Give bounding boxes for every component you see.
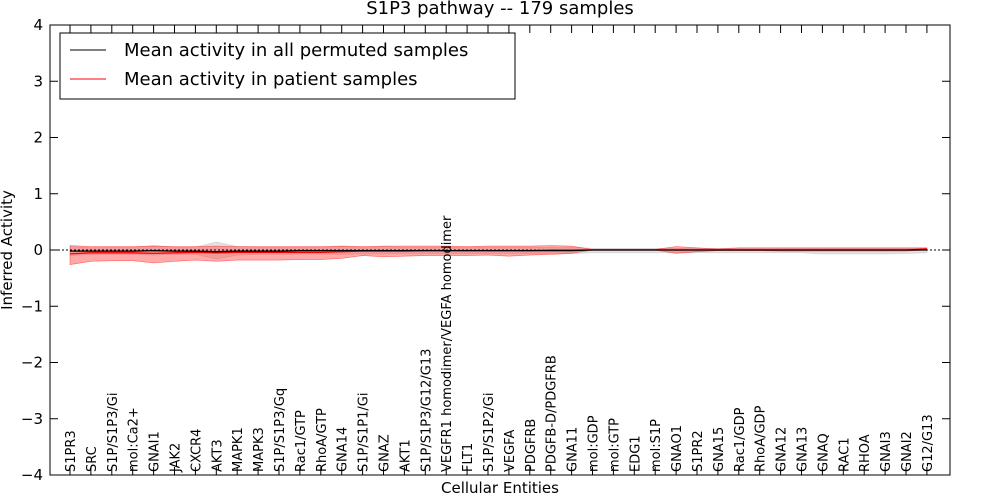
x-tick-label: GNAI3	[879, 431, 894, 472]
x-axis-ticks: S1PR3 SRC S1P/S1P3/Gi mol:Ca2+ GNAI1 JAK2 CXCR…	[64, 25, 936, 475]
x-tick-label: Rac1/GTP	[294, 410, 309, 472]
x-tick-label: GNAO1	[670, 425, 685, 472]
y-tick-label: −3	[21, 410, 43, 428]
x-tick-label: GNA14	[336, 427, 351, 472]
y-tick-label: 4	[33, 16, 43, 34]
y-axis-ticks: 4 3 2 1 0 −1 −2 −3 −4	[21, 16, 950, 484]
x-tick-label: AKT3	[210, 439, 225, 472]
legend-label-permuted: Mean activity in all permuted samples	[124, 40, 468, 61]
x-tick-label: MAPK3	[252, 427, 267, 472]
y-tick-label: 2	[33, 129, 43, 147]
x-tick-label: S1P/S1P3/Gq	[273, 388, 288, 472]
x-tick-label: RhoA/GTP	[315, 408, 330, 472]
plot-area	[50, 241, 950, 265]
x-tick-label: VEGFR1 homodimer/VEGFA homodimer	[440, 215, 455, 472]
x-tick-label: GNA13	[796, 427, 811, 472]
x-tick-label: S1P/S1P1/Gi	[357, 393, 372, 472]
y-axis-label: Inferred Activity	[0, 190, 16, 310]
x-tick-label: VEGFA	[503, 430, 518, 472]
confidence-bands	[69, 241, 928, 265]
x-tick-label: PDGFB-D/PDGFRB	[545, 355, 560, 472]
x-tick-label: GNA15	[712, 427, 727, 472]
y-tick-label: 1	[33, 185, 43, 203]
x-tick-label: S1P/S1P3/Gi	[106, 393, 121, 472]
x-tick-label: SRC	[85, 446, 100, 472]
legend-box	[59, 32, 516, 100]
x-tick-label: RAC1	[837, 437, 852, 472]
x-tick-label: mol:GDP	[587, 415, 602, 472]
legend: Mean activity in all permuted samples Me…	[59, 32, 516, 100]
y-tick-label: −2	[21, 354, 43, 372]
x-tick-label: S1P/S1P2/Gi	[482, 393, 497, 472]
x-axis-label: Cellular Entities	[441, 479, 559, 497]
line-permuted	[70, 249, 927, 253]
y-tick-label: 0	[33, 241, 43, 259]
y-tick-label: 3	[33, 72, 43, 90]
band-patient	[69, 245, 928, 265]
x-tick-label: MAPK1	[231, 427, 246, 472]
x-tick-label: GNAQ	[816, 433, 831, 472]
x-tick-label: GNAI2	[900, 431, 915, 472]
x-tick-label: S1P/S1P3/G12/G13	[419, 349, 434, 472]
x-tick-label: GNAI1	[148, 431, 163, 472]
x-tick-label: RhoA/GDP	[754, 405, 769, 472]
x-tick-label: JAK2	[169, 443, 184, 473]
x-tick-label: mol:S1P	[649, 419, 664, 472]
legend-label-patient: Mean activity in patient samples	[124, 69, 418, 90]
x-tick-label: G12/G13	[921, 414, 936, 472]
x-tick-label: Rac1/GDP	[733, 407, 748, 472]
x-tick-label: mol:Ca2+	[127, 407, 142, 472]
x-tick-label: CXCR4	[189, 429, 204, 472]
x-tick-label: mol:GTP	[607, 418, 622, 472]
x-tick-label: GNA11	[566, 427, 581, 472]
y-tick-label: −1	[21, 297, 43, 315]
x-tick-label: PDGFRB	[524, 419, 539, 472]
x-tick-label: S1PR2	[691, 430, 706, 472]
chart-title: S1P3 pathway -- 179 samples	[366, 0, 634, 19]
x-tick-label: FLT1	[461, 443, 476, 472]
x-tick-label: GNA12	[775, 427, 790, 472]
x-tick-label: AKT1	[398, 439, 413, 472]
y-tick-label: −4	[21, 466, 43, 484]
series-lines	[69, 248, 927, 255]
x-tick-label: RHOA	[858, 434, 873, 472]
x-tick-label: S1PR3	[64, 430, 79, 472]
x-tick-label: GNAZ	[378, 434, 393, 472]
x-tick-label: EDG1	[628, 435, 643, 472]
